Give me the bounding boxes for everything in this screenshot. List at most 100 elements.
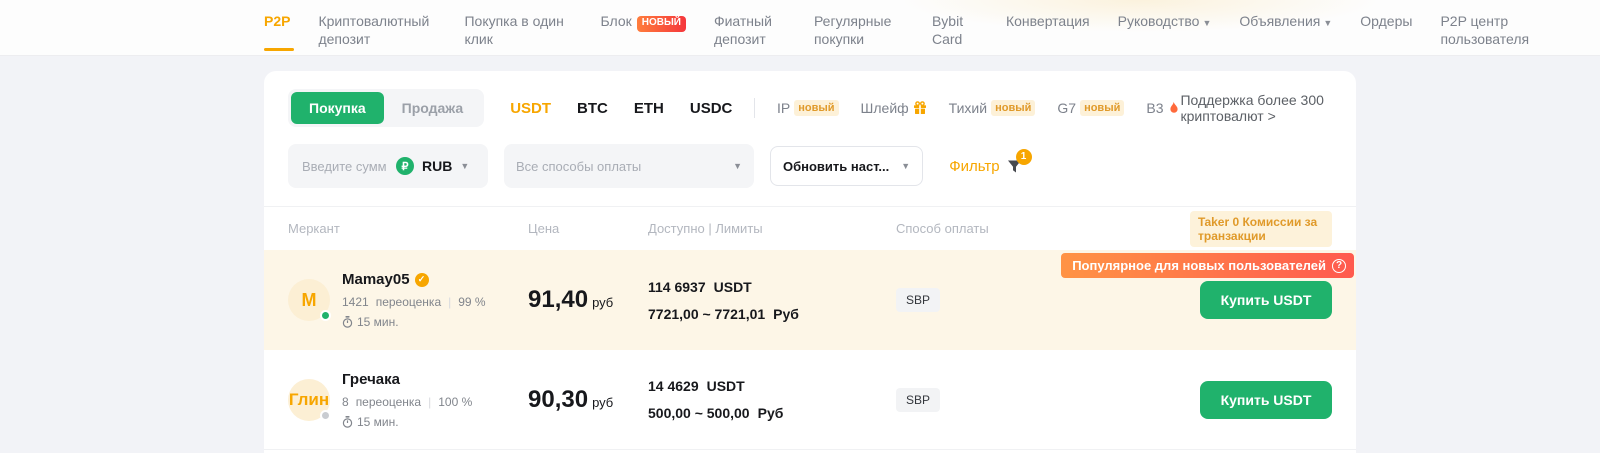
available-limits-cell: 14 4629 USDT 500,00 ~ 500,00 Руб <box>648 378 896 421</box>
price-value: 90,30 <box>528 385 589 413</box>
offer-row: Глин Гречака 8 переоценка | 100 % 15 мин… <box>264 350 1356 450</box>
top-nav: P2P Криптовалютный депозит Покупка в оди… <box>0 0 1600 56</box>
payment-cell: SBP <box>896 288 1190 312</box>
tab-g7[interactable]: G7 новый <box>1057 100 1125 116</box>
chevron-down-icon: ▼ <box>1202 18 1212 28</box>
col-merchant: Меркант <box>288 221 340 236</box>
tab-crypto-deposit[interactable]: Криптовалютный депозит <box>318 13 430 47</box>
offline-status-dot <box>320 409 331 421</box>
available-value: 14 4629 <box>648 378 699 394</box>
sell-toggle-button[interactable]: Продажа <box>384 92 482 124</box>
filter-bar: ₽ RUB ▼ Все способы оплаты ▼ Обновить на… <box>264 127 1356 188</box>
tab-p2p[interactable]: P2P <box>264 13 295 50</box>
merchant-name[interactable]: Mamay05 ✓ <box>342 271 486 288</box>
col-available-limits: Доступно | Лимиты <box>648 221 763 236</box>
tab-orders[interactable]: Ордеры <box>1360 13 1413 29</box>
buy-usdt-button[interactable]: Купить USDT <box>1200 380 1332 419</box>
payment-method-tag: SBP <box>896 387 941 412</box>
tab-bybit-card[interactable]: Bybit Card <box>931 13 964 47</box>
coin-tabs: USDT BTC ETH USDC <box>510 100 732 117</box>
price-value: 91,40 <box>528 286 589 313</box>
avatar: Глин <box>288 378 331 421</box>
verified-badge-icon: ✓ <box>414 272 429 287</box>
buy-usdt-button[interactable]: Купить USDT <box>1200 281 1332 319</box>
col-price: Цена <box>528 221 560 236</box>
chevron-down-icon: ▼ <box>1323 18 1333 28</box>
payment-cell: SBP <box>896 387 1190 412</box>
tab-block[interactable]: Блок НОВЫЙ <box>600 13 686 32</box>
tab-ads[interactable]: Объявления ▼ <box>1239 13 1333 29</box>
merchant-time: 15 мин. <box>342 315 486 329</box>
coin-tab-usdt[interactable]: USDT <box>510 99 552 117</box>
price-cell: 91,40 руб <box>528 286 648 314</box>
currency-selector[interactable]: RUB <box>422 158 453 174</box>
table-header: Меркант Цена Доступно | Лимиты Способ оп… <box>264 206 1356 250</box>
avatar: M <box>288 279 331 321</box>
new-badge: новый <box>794 100 839 116</box>
tab-shleif[interactable]: Шлейф <box>861 100 927 116</box>
supported-cryptos-link[interactable]: Поддержка более 300 криптовалют > <box>1180 92 1324 124</box>
taker-fee-badge: Taker 0 Комиссии за транзакции <box>1190 210 1332 247</box>
tab-p2p-user-center[interactable]: P2P центр пользователя <box>1440 13 1530 47</box>
market-toolbar: Покупка Продажа USDT BTC ETH USDC IP новы… <box>264 71 1356 127</box>
chevron-down-icon: ▼ <box>733 161 742 171</box>
merchant-name[interactable]: Гречака <box>342 370 400 388</box>
price-unit: руб <box>592 394 614 410</box>
payment-method-placeholder: Все способы оплаты <box>516 158 642 174</box>
merchant-cell: Глин Гречака 8 переоценка | 100 % 15 мин… <box>288 371 528 429</box>
new-badge: новый <box>1080 100 1125 116</box>
available-limits-cell: 114 6937 USDT 7721,00 ~ 7721,01 Руб <box>648 279 896 322</box>
tab-ip[interactable]: IP новый <box>777 100 839 116</box>
offer-row: Популярное для новых пользователей ? M M… <box>264 250 1356 350</box>
amount-input[interactable] <box>300 157 388 175</box>
coin-tab-eth[interactable]: ETH <box>633 99 664 117</box>
ruble-coin-icon: ₽ <box>396 157 414 175</box>
tab-tihiy[interactable]: Тихий новый <box>949 100 1036 116</box>
tab-convert[interactable]: Конвертация <box>1005 13 1090 29</box>
payment-method-select[interactable]: Все способы оплаты ▼ <box>504 144 754 188</box>
price-unit: руб <box>592 295 614 310</box>
coin-tab-btc[interactable]: BTC <box>577 99 608 117</box>
limits-unit: Руб <box>773 305 799 322</box>
filter-count-badge: 1 <box>1015 148 1032 165</box>
tab-guide[interactable]: Руководство ▼ <box>1117 13 1212 29</box>
side-toggle: Покупка Продажа <box>288 89 485 127</box>
new-badge: новый <box>991 100 1036 116</box>
online-status-dot <box>320 310 331 321</box>
tab-fiat-deposit[interactable]: Фиатный депозит <box>713 13 772 47</box>
coin-tab-usdc[interactable]: USDC <box>689 99 733 117</box>
chevron-down-icon: ▼ <box>901 161 911 171</box>
stopwatch-icon <box>342 316 353 328</box>
available-value: 114 6937 <box>648 278 706 295</box>
funnel-icon <box>1007 160 1021 172</box>
available-unit: USDT <box>706 378 745 394</box>
tab-b3[interactable]: B3 <box>1146 100 1180 116</box>
chevron-down-icon[interactable]: ▼ <box>460 161 470 171</box>
merchant-cell: M Mamay05 ✓ 1421 переоценка | 99 % 15 ми… <box>288 271 528 329</box>
merchant-stats: 1421 переоценка | 99 % <box>342 295 486 309</box>
fire-icon <box>1170 101 1179 113</box>
tab-recurring-buys[interactable]: Регулярные покупки <box>813 13 892 47</box>
new-badge: НОВЫЙ <box>636 16 686 32</box>
special-tabs: IP новый Шлейф Тихий новый G7 новый B3 <box>777 100 1180 116</box>
popular-badge: Популярное для новых пользователей ? <box>1061 253 1354 278</box>
price-cell: 90,30 руб <box>528 386 648 414</box>
merchant-stats: 8 переоценка | 100 % <box>342 394 473 409</box>
amount-input-box: ₽ RUB ▼ <box>288 144 488 188</box>
tab-one-click-buy[interactable]: Покупка в один клик <box>464 13 564 47</box>
col-payment: Способ оплаты <box>896 221 989 236</box>
p2p-market-panel: Покупка Продажа USDT BTC ETH USDC IP новы… <box>264 71 1356 453</box>
filter-button[interactable]: Фильтр 1 <box>949 148 1032 175</box>
divider <box>754 98 756 118</box>
payment-method-tag: SBP <box>896 288 941 312</box>
limits-value: 7721,00 ~ 7721,01 <box>648 305 766 322</box>
limits-unit: Руб <box>757 405 784 421</box>
update-settings-select[interactable]: Обновить наст... ▼ <box>770 146 924 186</box>
buy-toggle-button[interactable]: Покупка <box>291 92 384 124</box>
question-icon[interactable]: ? <box>1332 258 1346 273</box>
available-unit: USDT <box>713 278 752 295</box>
gift-icon <box>913 101 926 114</box>
stopwatch-icon <box>342 415 353 428</box>
limits-value: 500,00 ~ 500,00 <box>648 405 750 421</box>
merchant-time: 15 мин. <box>342 415 472 429</box>
